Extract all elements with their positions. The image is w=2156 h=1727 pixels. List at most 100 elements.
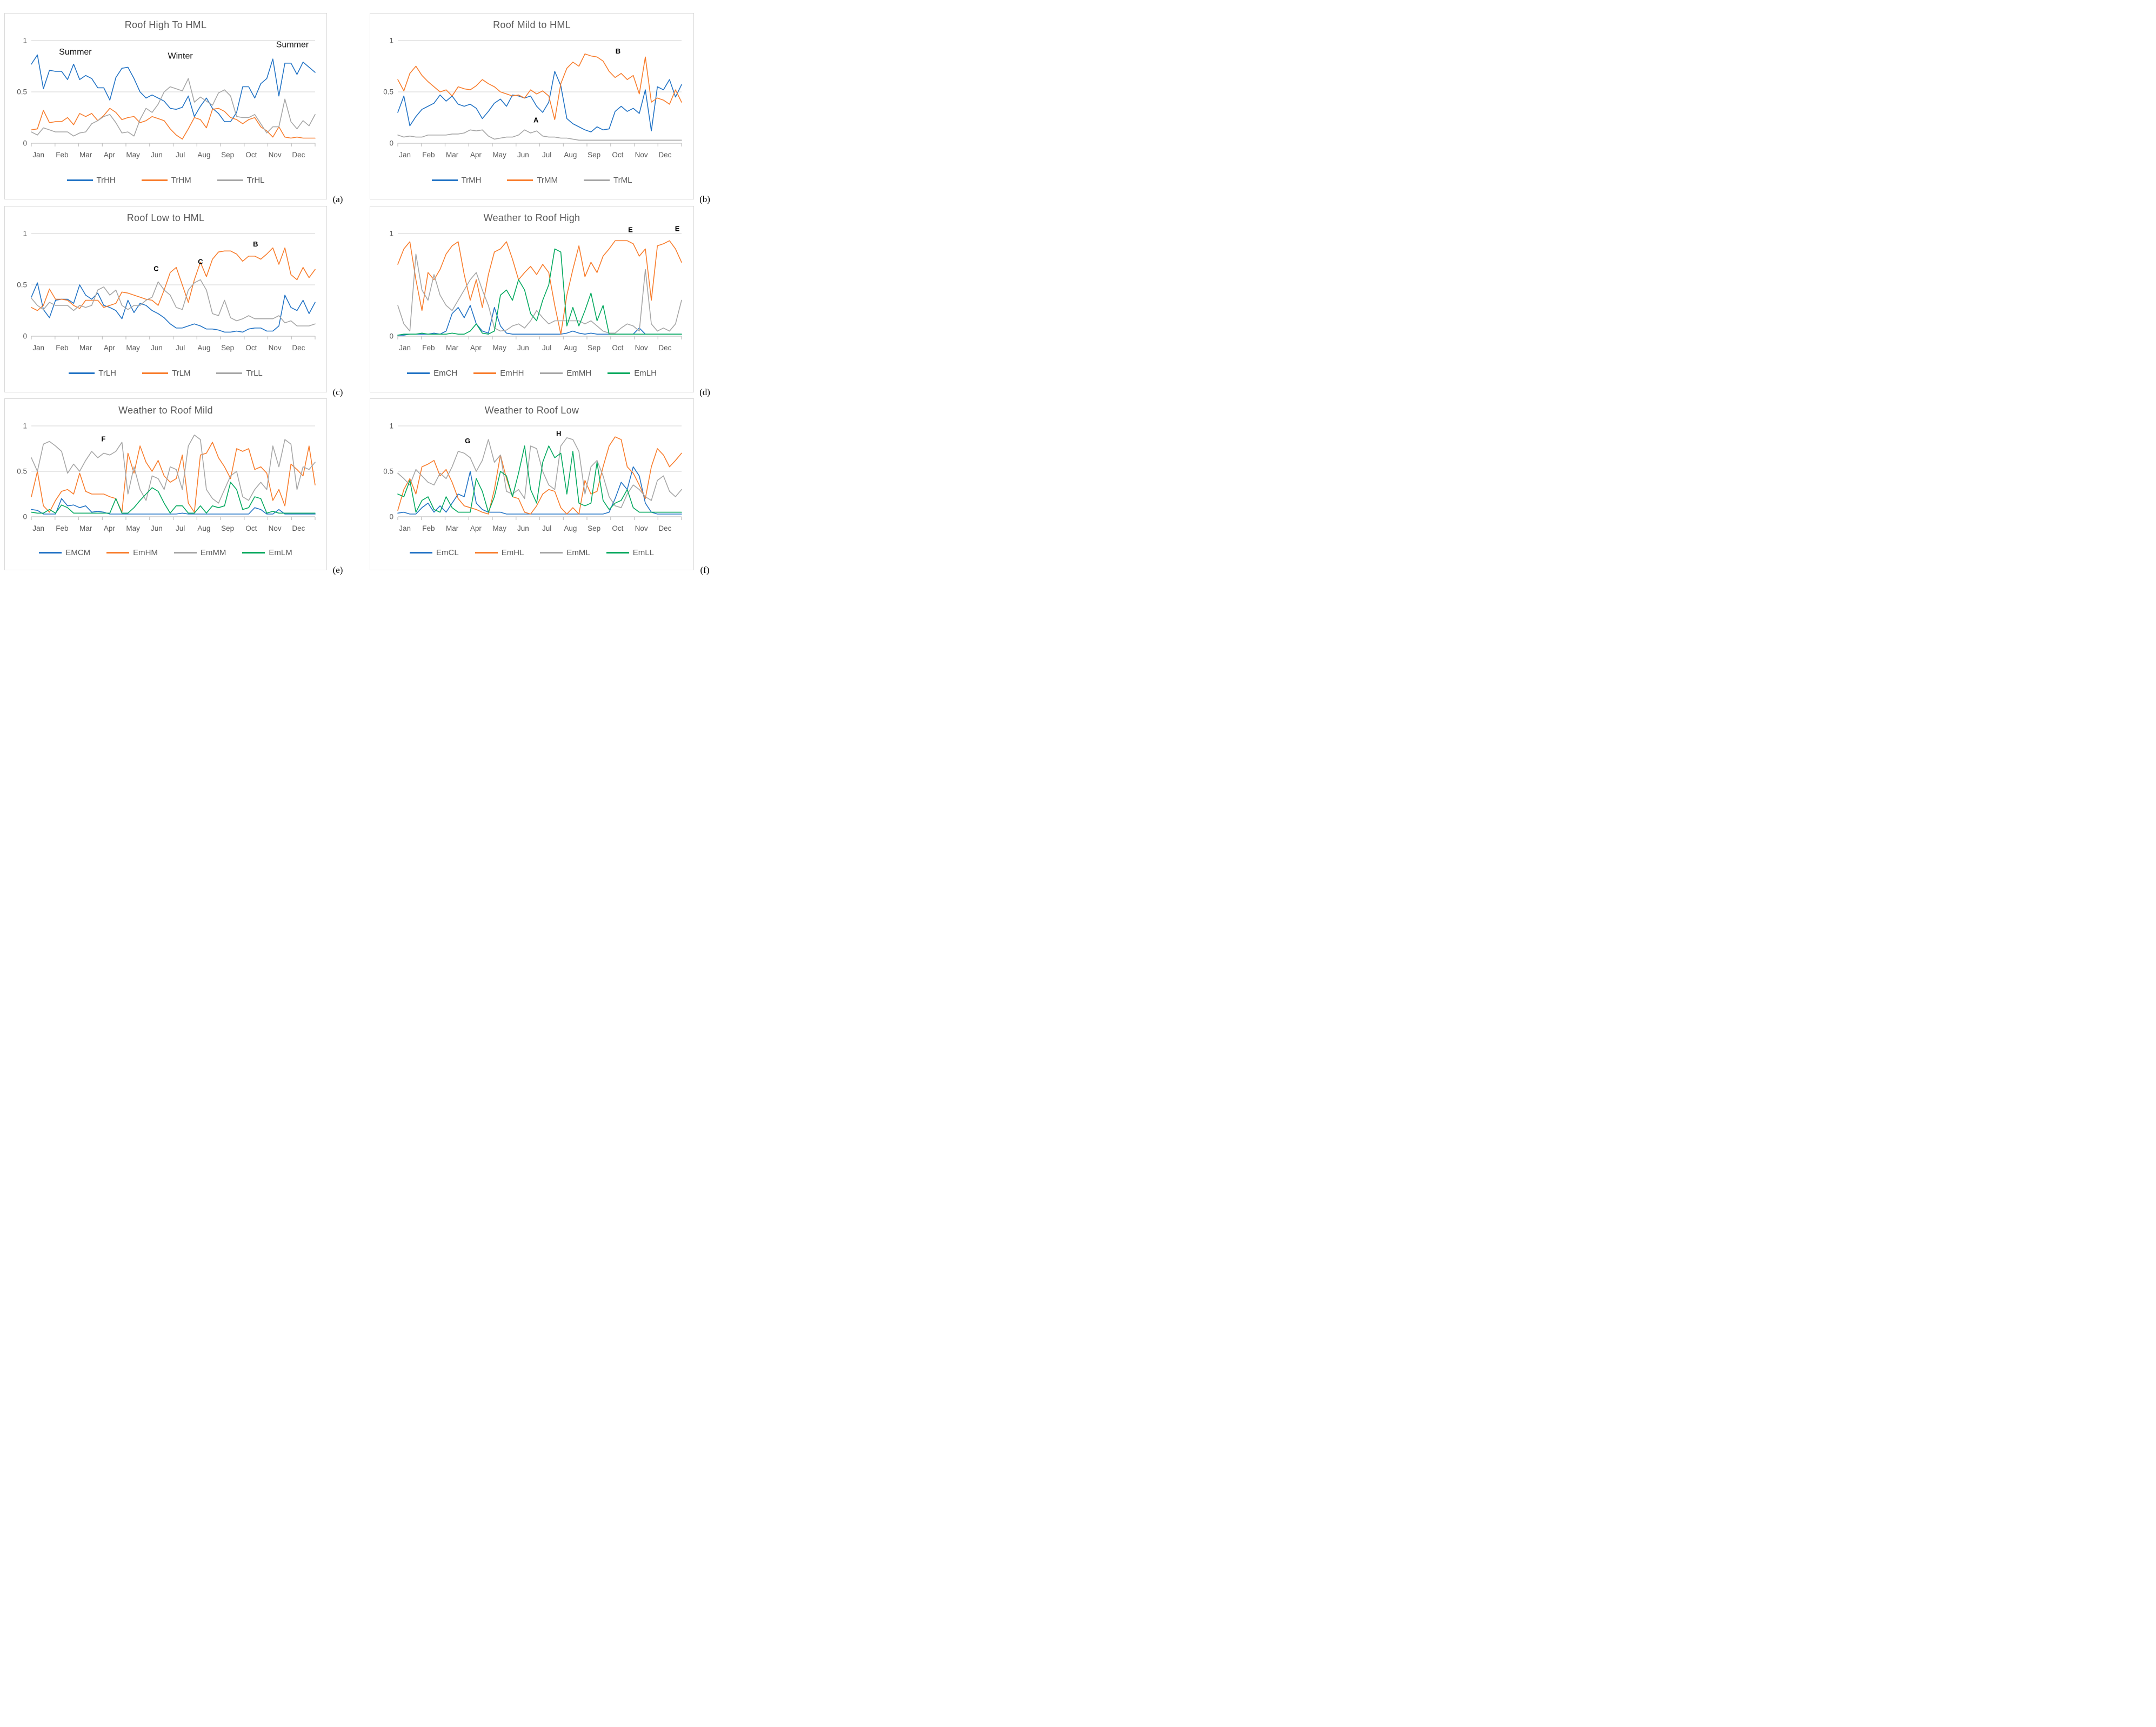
legend-swatch-EmHL <box>475 551 498 554</box>
x-tick-label-Jan: Jan <box>32 344 44 352</box>
legend-label-EmMM: EmMM <box>200 548 226 557</box>
panel-letter-c: (c) <box>332 387 343 397</box>
legend-swatch-EmMM <box>173 551 197 554</box>
y-tick-label-0: 0 <box>23 513 27 521</box>
x-tick-label-May: May <box>492 344 506 352</box>
x-tick-label-Aug: Aug <box>197 524 210 532</box>
x-tick-label-Aug: Aug <box>564 344 577 352</box>
x-tick-label-Jul: Jul <box>542 151 551 159</box>
legend-swatch-TrML <box>584 179 610 181</box>
y-tick-label-0: 0 <box>389 513 393 521</box>
chart-plot-d: Jan Feb Mar Apr May Jun Jul Aug Sep Oct Nov Dec 1 0 E E <box>389 225 682 352</box>
legend-e: EMCM EmHM EmMM EmLM <box>5 535 326 570</box>
x-tick-label-Apr: Apr <box>470 151 482 159</box>
legend-item-EMCM: EMCM <box>39 548 90 557</box>
series-line-TrMH <box>397 71 682 132</box>
legend-label-TrLM: TrLM <box>172 369 191 378</box>
x-tick-label-Aug: Aug <box>564 524 577 532</box>
legend-b: TrMH TrMM TrML <box>370 162 693 199</box>
figure-root: { "colors": { "blue": "#2273c5", "orange… <box>0 0 719 576</box>
legend-item-TrML: TrML <box>584 176 632 185</box>
legend-label-TrLH: TrLH <box>98 369 117 378</box>
x-tick-label-Jun: Jun <box>517 344 529 352</box>
x-tick-label-Feb: Feb <box>56 344 68 352</box>
x-tick-label-Jan: Jan <box>399 151 411 159</box>
legend-item-EmMM: EmMM <box>173 548 226 557</box>
x-tick-label-Dec: Dec <box>292 151 305 159</box>
x-tick-label-Jul: Jul <box>176 344 185 352</box>
legend-item-TrMM: TrMM <box>507 176 558 185</box>
chart-title-f: Weather to Roof Low <box>484 405 579 416</box>
panel-b: Roof Mild to HML Jan Feb Mar Apr May Jun Jul Au… <box>370 13 710 204</box>
x-tick-label-Jun: Jun <box>517 151 529 159</box>
x-tick-label-May: May <box>126 524 140 532</box>
legend-item-TrHM: TrHM <box>141 176 191 185</box>
series-line-TrLL <box>31 279 316 326</box>
x-tick-label-Sep: Sep <box>588 151 600 159</box>
series-line-TrMM <box>397 53 682 121</box>
legend-f: EmCL EmHL EmML EmLL <box>370 535 693 570</box>
legend-label-EmLL: EmLL <box>632 548 654 557</box>
y-tick-label-0: 0 <box>23 332 27 341</box>
annotation-E: E <box>628 225 633 234</box>
panel-d: Weather to Roof High Jan Feb Mar Apr May Jun J… <box>370 206 710 397</box>
x-tick-label-Oct: Oct <box>245 524 257 532</box>
x-tick-label-May: May <box>126 344 140 352</box>
panel-letter-f: (f) <box>700 565 710 575</box>
panel-letter-b: (b) <box>699 194 710 204</box>
x-tick-label-Nov: Nov <box>269 151 282 159</box>
panel-letter-e: (e) <box>332 565 343 575</box>
x-tick-label-Jun: Jun <box>517 524 529 532</box>
x-tick-label-Jan: Jan <box>32 524 44 532</box>
legend-swatch-EMCM <box>39 551 62 554</box>
annotation-C: C <box>198 257 203 265</box>
x-tick-label-May: May <box>492 524 506 532</box>
x-tick-label-Apr: Apr <box>104 151 116 159</box>
series-line-EmMH <box>397 254 682 334</box>
legend-a: TrHH TrHM TrHL <box>5 162 326 199</box>
series-line-EmHM <box>31 442 316 513</box>
legend-label-TrHM: TrHM <box>171 176 191 185</box>
x-tick-label-May: May <box>126 151 140 159</box>
y-tick-label-0: 0 <box>389 139 393 148</box>
x-tick-label-Jul: Jul <box>176 151 185 159</box>
x-tick-label-Mar: Mar <box>445 524 458 532</box>
x-tick-label-Mar: Mar <box>445 344 458 352</box>
legend-item-TrHL: TrHL <box>217 176 265 185</box>
legend-swatch-EmLL <box>606 551 629 554</box>
x-tick-label-Sep: Sep <box>221 151 234 159</box>
legend-label-EmHL: EmHL <box>501 548 524 557</box>
chart-title-b: Roof Mild to HML <box>493 19 571 30</box>
legend-label-EmLH: EmLH <box>634 369 657 378</box>
chart-title-d: Weather to Roof High <box>483 212 580 223</box>
x-tick-label-Jan: Jan <box>32 151 44 159</box>
legend-item-EmML: EmML <box>540 548 590 557</box>
legend-swatch-TrMH <box>431 179 458 181</box>
legend-swatch-EmCH <box>407 372 430 374</box>
y-tick-label-0.5: 0.5 <box>17 468 27 476</box>
x-tick-label-Dec: Dec <box>658 344 671 352</box>
x-tick-label-Feb: Feb <box>56 151 68 159</box>
x-tick-label-Mar: Mar <box>79 344 92 352</box>
panel-f: Weather to Roof Low Jan Feb Mar Apr May Jun Ju… <box>370 398 709 575</box>
legend-swatch-EmHM <box>106 551 130 554</box>
y-tick-label-1: 1 <box>389 230 393 238</box>
x-tick-label-May: May <box>492 151 506 159</box>
legend-item-EmCH: EmCH <box>407 369 457 378</box>
legend-item-EmCL: EmCL <box>410 548 459 557</box>
x-tick-label-Nov: Nov <box>635 344 648 352</box>
y-tick-label-1: 1 <box>389 422 393 430</box>
legend-c: TrLH TrLM TrLL <box>5 355 326 392</box>
legend-swatch-EmHH <box>473 372 497 374</box>
x-tick-label-Sep: Sep <box>588 524 600 532</box>
series-line-TrLH <box>31 282 316 333</box>
y-tick-label-0.5: 0.5 <box>383 88 393 96</box>
legend-label-EMCM: EMCM <box>65 548 91 557</box>
legend-label-EmHM: EmHM <box>133 548 158 557</box>
legend-swatch-TrLM <box>142 372 169 374</box>
legend-label-EmHH: EmHH <box>500 369 524 378</box>
legend-swatch-EmMH <box>540 372 563 374</box>
panel-c: Roof Low to HML Jan Feb Mar Apr May Jun Jul Aug… <box>4 206 343 397</box>
x-tick-label-Apr: Apr <box>470 344 482 352</box>
y-tick-label-1: 1 <box>23 230 27 238</box>
